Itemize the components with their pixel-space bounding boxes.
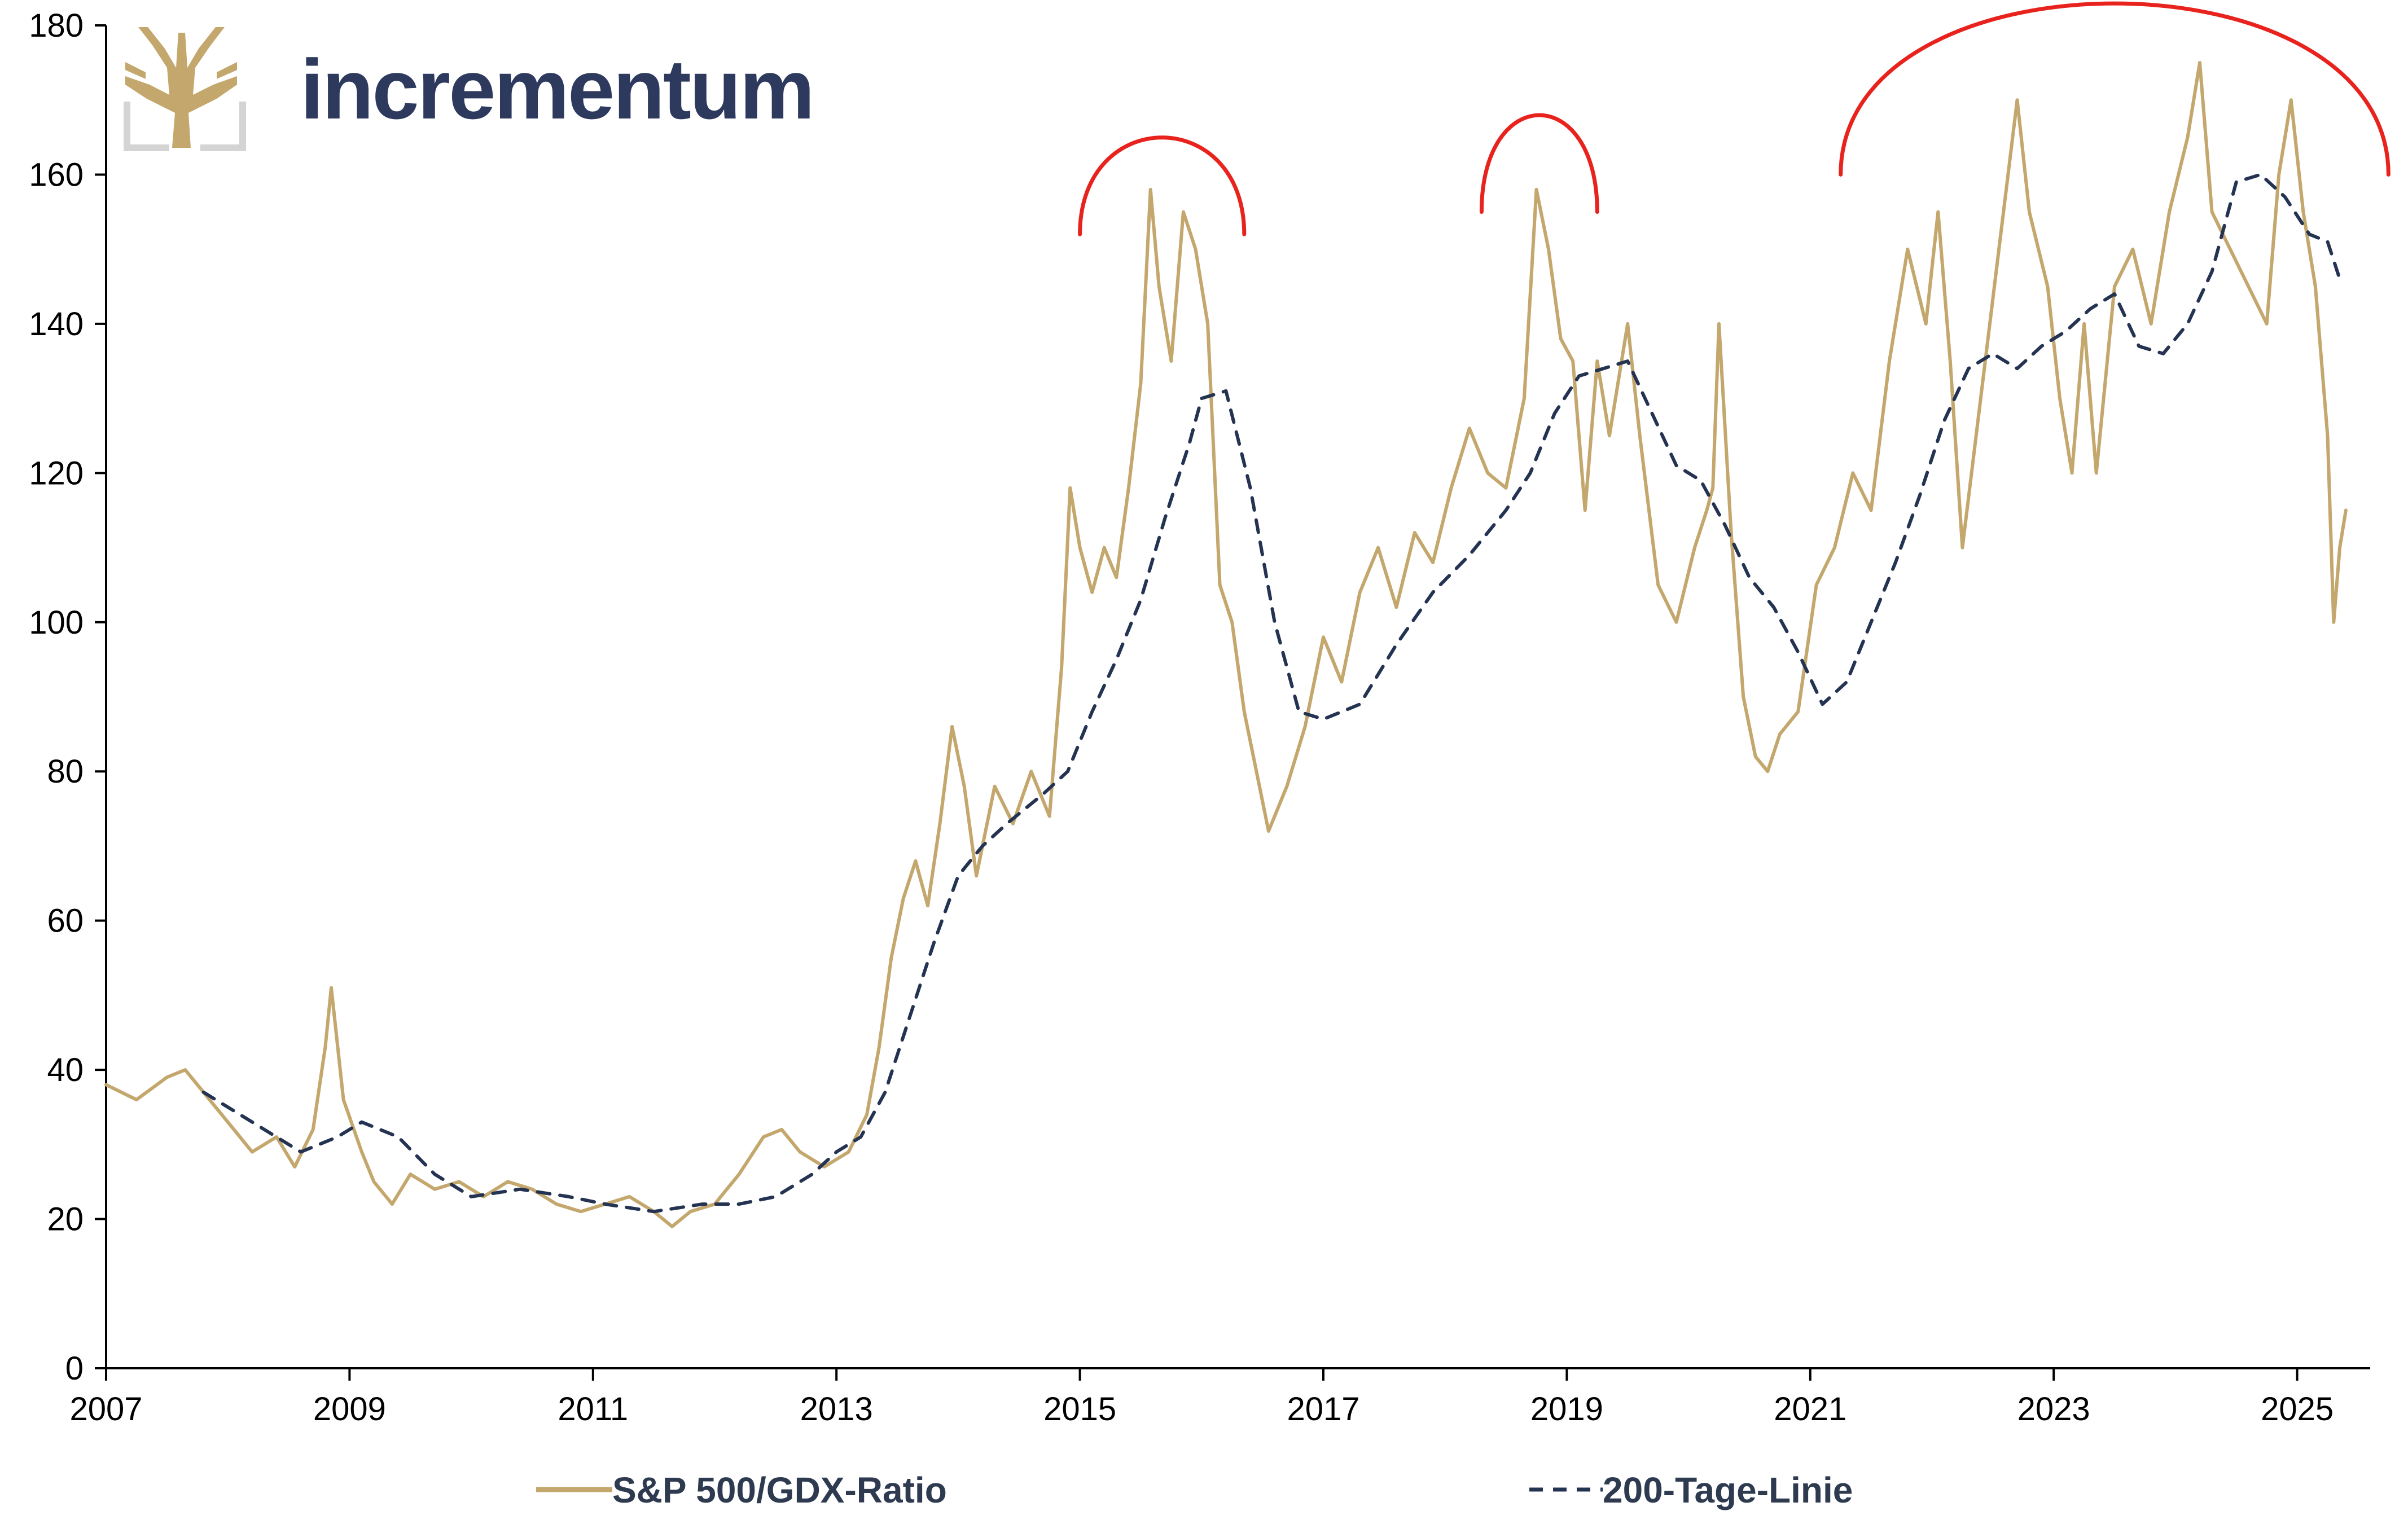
x-tick-label: 2009 bbox=[313, 1391, 386, 1427]
annotation-arc-2 bbox=[1479, 113, 1599, 214]
legend-item-ma: 200-Tage-Linie bbox=[1529, 1470, 1853, 1510]
y-tick-label: 180 bbox=[29, 7, 84, 44]
y-tick-label: 40 bbox=[47, 1052, 84, 1088]
annotation-arc-3 bbox=[1839, 1, 2391, 177]
x-tick-label: 2021 bbox=[1774, 1391, 1846, 1427]
legend-label-ma: 200-Tage-Linie bbox=[1603, 1470, 1853, 1510]
y-tick-label: 60 bbox=[47, 903, 84, 939]
x-tick-label: 2015 bbox=[1043, 1391, 1116, 1427]
x-tick-label: 2025 bbox=[2261, 1391, 2334, 1427]
legend-label-ratio: S&P 500/GDX-Ratio bbox=[612, 1470, 947, 1510]
series-line-ratio bbox=[104, 61, 2348, 1228]
annotation-layer bbox=[1078, 1, 2391, 236]
x-tick-label: 2019 bbox=[1530, 1391, 1603, 1427]
logo: incrementum bbox=[124, 27, 815, 151]
y-tick-label: 140 bbox=[29, 306, 84, 342]
y-ticks: 0 20 40 60 80 100 120 140 160 180 bbox=[29, 7, 106, 1387]
series-line-ma bbox=[201, 173, 2342, 1214]
y-tick-label: 100 bbox=[29, 604, 84, 641]
y-tick-label: 120 bbox=[29, 455, 84, 491]
tree-logo-icon bbox=[124, 27, 246, 151]
x-tick-label: 2017 bbox=[1287, 1391, 1359, 1427]
x-tick-label: 2011 bbox=[558, 1391, 628, 1427]
x-tick-label: 2007 bbox=[69, 1391, 142, 1427]
x-tick-label: 2023 bbox=[2017, 1391, 2090, 1427]
brand-name: incrementum bbox=[300, 42, 813, 137]
y-tick-label: 20 bbox=[47, 1201, 84, 1238]
y-tick-label: 0 bbox=[65, 1350, 84, 1387]
legend-item-ratio: S&P 500/GDX-Ratio bbox=[536, 1470, 947, 1510]
series-layer bbox=[104, 61, 2348, 1228]
y-tick-label: 160 bbox=[29, 156, 84, 193]
y-tick-label: 80 bbox=[47, 753, 84, 790]
legend: S&P 500/GDX-Ratio 200-Tage-Linie bbox=[536, 1470, 1853, 1510]
annotation-arc-1 bbox=[1078, 135, 1247, 236]
x-ticks: 2007 2009 2011 2013 2015 2017 2019 2021 2023 2025 bbox=[69, 1368, 2334, 1427]
x-tick-label: 2013 bbox=[800, 1391, 873, 1427]
